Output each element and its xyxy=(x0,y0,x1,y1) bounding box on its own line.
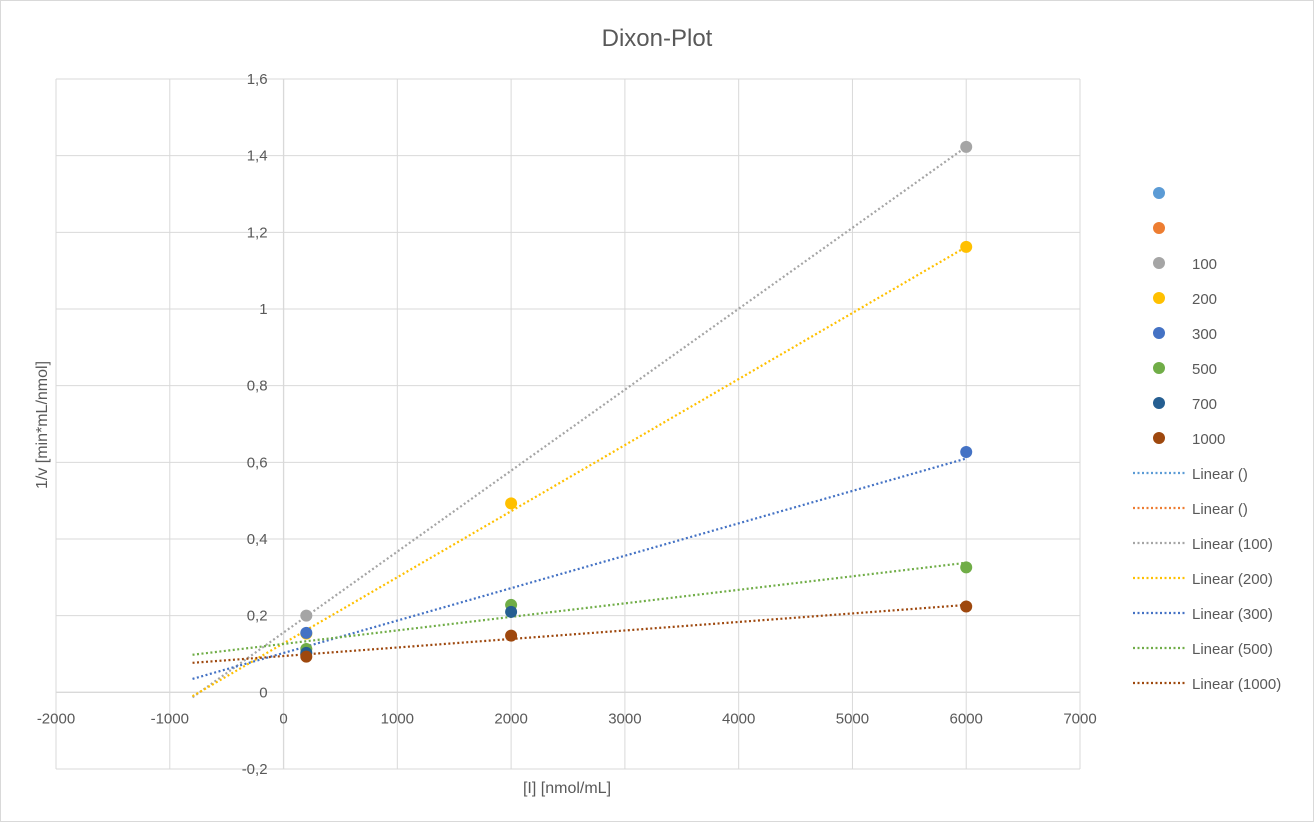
y-tick-label: -0,2 xyxy=(242,761,268,778)
legend: 100 200 300 500 700 1000 Linear () Linear () Lin… xyxy=(1133,187,1281,693)
x-tick-label: 2000 xyxy=(494,710,527,727)
data-point xyxy=(960,240,973,253)
x-tick-label: 0 xyxy=(279,710,287,727)
trendlines xyxy=(191,145,967,699)
x-tick-label: -1000 xyxy=(151,710,189,727)
legend-marker xyxy=(1153,257,1165,269)
x-tick-label: 3000 xyxy=(608,710,641,727)
trendline xyxy=(191,145,967,699)
y-tick-label: 0 xyxy=(259,684,267,701)
data-points xyxy=(300,140,973,663)
y-tick-label: 0,8 xyxy=(247,378,268,395)
legend-marker xyxy=(1153,187,1165,199)
y-tick-label: 0,2 xyxy=(247,608,268,625)
x-tick-label: 6000 xyxy=(950,710,983,727)
y-tick-label: 0,6 xyxy=(247,454,268,471)
gridlines xyxy=(55,78,1081,770)
legend-label: Linear (100) xyxy=(1192,536,1273,553)
legend-label: Linear (200) xyxy=(1192,571,1273,588)
trendline xyxy=(191,245,967,698)
legend-label: Linear () xyxy=(1192,501,1248,518)
legend-marker xyxy=(1153,362,1165,374)
legend-marker xyxy=(1153,292,1165,304)
legend-label: Linear (1000) xyxy=(1192,676,1281,693)
data-point xyxy=(300,609,313,622)
legend-label: 700 xyxy=(1192,396,1217,413)
y-tick-label: 1,6 xyxy=(247,71,268,88)
data-point xyxy=(505,497,518,510)
trendline xyxy=(192,457,967,680)
legend-marker xyxy=(1153,327,1165,339)
x-tick-label: 5000 xyxy=(836,710,869,727)
legend-label: 500 xyxy=(1192,361,1217,378)
x-tick-label: 7000 xyxy=(1063,710,1096,727)
legend-marker xyxy=(1153,397,1165,409)
legend-label: 200 xyxy=(1192,291,1217,308)
legend-label: 300 xyxy=(1192,326,1217,343)
legend-marker xyxy=(1153,432,1165,444)
y-tick-label: 1,4 xyxy=(247,148,268,165)
legend-label: Linear (500) xyxy=(1192,641,1273,658)
chart-title: Dixon-Plot xyxy=(602,25,713,52)
data-point xyxy=(505,629,518,642)
data-point xyxy=(300,650,313,663)
trendline xyxy=(192,561,967,656)
trendline xyxy=(192,603,967,664)
legend-label: Linear () xyxy=(1192,466,1248,483)
tick-labels: -2000 -1000 0 1000 2000 3000 4000 5000 6000 7000 -… xyxy=(37,71,1097,778)
data-point xyxy=(505,605,518,618)
y-axis-title: 1/v [min*mL/nmol] xyxy=(34,361,51,489)
legend-marker xyxy=(1153,222,1165,234)
data-point xyxy=(960,600,973,613)
data-point xyxy=(300,626,313,639)
y-tick-label: 0,4 xyxy=(247,531,268,548)
x-tick-label: 1000 xyxy=(381,710,414,727)
data-point xyxy=(960,445,973,458)
axes xyxy=(56,79,1080,769)
legend-label: 1000 xyxy=(1192,431,1225,448)
data-point xyxy=(960,140,973,153)
x-axis-title: [I] [nmol/mL] xyxy=(523,780,611,797)
y-tick-label: 1 xyxy=(259,301,267,318)
legend-label: Linear (300) xyxy=(1192,606,1273,623)
y-tick-label: 1,2 xyxy=(247,224,268,241)
x-tick-label: 4000 xyxy=(722,710,755,727)
x-tick-label: -2000 xyxy=(37,710,75,727)
data-point xyxy=(960,561,973,574)
legend-label: 100 xyxy=(1192,256,1217,273)
